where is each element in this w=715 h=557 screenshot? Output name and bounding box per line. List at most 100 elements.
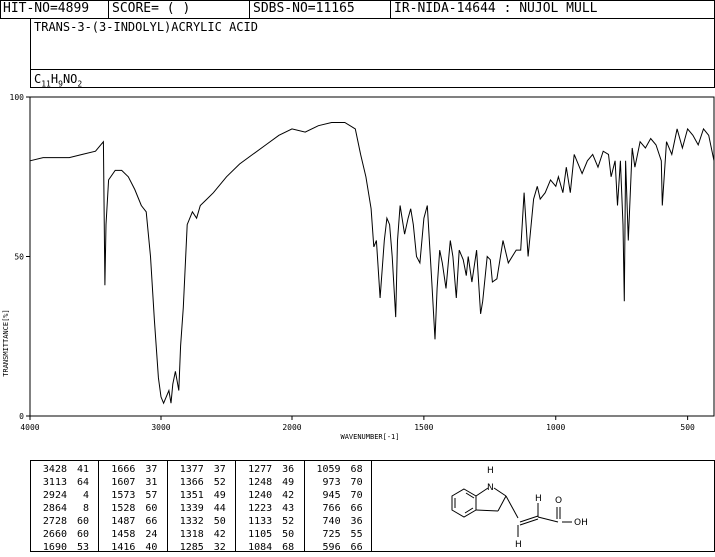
peak-transmittance: 52 [213, 477, 226, 488]
peak-wavenumber: 1105 [248, 529, 273, 540]
peak-row: 1366 52 [168, 476, 235, 489]
peak-row: 1416 40 [99, 541, 166, 554]
ring-double-bond [465, 492, 475, 499]
nh-hydrogen: H [487, 466, 494, 476]
peak-row: 2660 60 [31, 528, 98, 541]
peak-wavenumber: 1285 [179, 542, 204, 553]
peak-column: 3428 41 3113 64 2924 4 2864 8 2728 60 2660 60 1690 53 [31, 461, 100, 554]
x-axis-label: WAVENUMBER[-1] [340, 433, 399, 441]
alkene-hydrogen: H [515, 540, 522, 550]
peak-row: 1318 42 [168, 528, 235, 541]
peak-transmittance: 70 [350, 477, 363, 488]
peak-wavenumber: 1487 [111, 516, 136, 527]
bond [493, 487, 507, 497]
peak-wavenumber: 2728 [42, 516, 67, 527]
peak-transmittance: 44 [213, 503, 226, 514]
peak-wavenumber: 1240 [248, 490, 273, 501]
bond [505, 495, 519, 519]
peak-row: 1059 68 [305, 463, 373, 476]
peak-row: 1458 24 [99, 528, 166, 541]
peak-transmittance: 4 [82, 490, 89, 501]
bond [475, 509, 499, 512]
ring-double-bond [464, 507, 474, 514]
peak-row: 973 70 [305, 476, 373, 489]
peak-wavenumber: 740 [322, 516, 341, 527]
peak-transmittance: 32 [213, 542, 226, 553]
peak-column: 1666 37 1607 31 1573 57 1528 60 1487 66 1458 24 1416… [99, 461, 168, 554]
peak-transmittance: 68 [350, 464, 363, 475]
peak-wavenumber: 1666 [111, 464, 136, 475]
peak-wavenumber: 1416 [111, 542, 136, 553]
score: SCORE= ( ) [112, 1, 191, 16]
y-axis-label: TRANSMITTANCE[%] [2, 309, 10, 376]
peak-wavenumber: 596 [322, 542, 341, 553]
peak-row: 1133 52 [236, 515, 303, 528]
bond [537, 516, 559, 523]
peak-transmittance: 64 [76, 477, 89, 488]
peak-wavenumber: 1318 [179, 529, 204, 540]
peak-row: 1528 60 [99, 502, 166, 515]
peak-wavenumber: 1059 [316, 464, 341, 475]
peak-row: 725 55 [305, 528, 373, 541]
peak-row: 766 66 [305, 502, 373, 515]
y-tick-label: 50 [14, 253, 24, 262]
x-tick-label: 4000 [20, 423, 39, 432]
peak-row: 1487 66 [99, 515, 166, 528]
spectrum-series-line [29, 122, 715, 405]
peak-wavenumber: 1458 [111, 529, 136, 540]
molecular-structure: H N H H O OH [451, 466, 588, 550]
peak-transmittance: 66 [145, 516, 158, 527]
peak-row: 1248 49 [236, 476, 303, 489]
x-tick-label: 2000 [282, 423, 301, 432]
peak-row: 1240 42 [236, 489, 303, 502]
peak-wavenumber: 1351 [179, 490, 204, 501]
peak-transmittance: 68 [282, 542, 295, 553]
header-divider [108, 0, 109, 18]
peak-transmittance: 43 [282, 503, 295, 514]
peak-row: 1690 53 [31, 541, 98, 554]
peak-transmittance: 50 [213, 516, 226, 527]
peak-row: 3428 41 [31, 463, 98, 476]
peak-row: 1351 49 [168, 489, 235, 502]
peak-row: 740 36 [305, 515, 373, 528]
x-tick-label: 1500 [414, 423, 433, 432]
structure-box: H N H H O OH [372, 460, 715, 552]
peak-row: 1105 50 [236, 528, 303, 541]
peak-wavenumber: 1366 [179, 477, 204, 488]
peak-wavenumber: 1133 [248, 516, 273, 527]
peak-transmittance: 36 [350, 516, 363, 527]
peak-row: 1277 36 [236, 463, 303, 476]
peak-transmittance: 37 [213, 464, 226, 475]
peak-row: 596 66 [305, 541, 373, 554]
peak-row: 1332 50 [168, 515, 235, 528]
peak-transmittance: 60 [76, 529, 89, 540]
peak-transmittance: 66 [350, 542, 363, 553]
peak-transmittance: 60 [145, 503, 158, 514]
peak-wavenumber: 2864 [42, 503, 67, 514]
alkene-hydrogen: H [535, 494, 542, 504]
peak-transmittance: 52 [282, 516, 295, 527]
peak-row: 2864 8 [31, 502, 98, 515]
molecular-formula: C11H9NO2 [34, 72, 83, 89]
peak-transmittance: 53 [76, 542, 89, 553]
peak-wavenumber: 3113 [42, 477, 67, 488]
peak-row: 1666 37 [99, 463, 166, 476]
ir-spectrum-chart: 4000 3000 2000 1500 1000 500 0 50 100 WAVENUMBER… [2, 93, 715, 441]
benzene-ring [451, 488, 477, 518]
peak-wavenumber: 2924 [42, 490, 67, 501]
peak-row: 1607 31 [99, 476, 166, 489]
peak-transmittance: 50 [282, 529, 295, 540]
peak-transmittance: 41 [76, 464, 89, 475]
peak-transmittance: 66 [350, 503, 363, 514]
peak-row: 1223 43 [236, 502, 303, 515]
peak-row: 1339 44 [168, 502, 235, 515]
header-divider [390, 0, 391, 18]
bond [475, 487, 489, 497]
peak-row: 1285 32 [168, 541, 235, 554]
peak-transmittance: 40 [145, 542, 158, 553]
peak-transmittance: 24 [145, 529, 158, 540]
y-tick-label: 0 [19, 412, 24, 421]
formula-divider [30, 69, 715, 70]
peak-row: 2924 4 [31, 489, 98, 502]
peak-transmittance: 70 [350, 490, 363, 501]
